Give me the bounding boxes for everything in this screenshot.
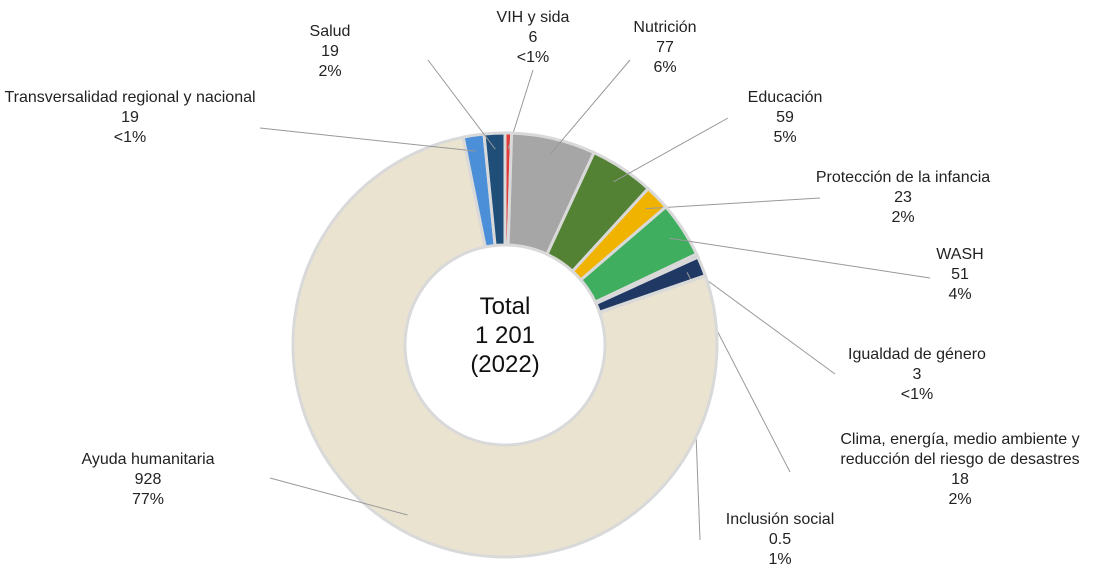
percent-label: <1% <box>516 49 550 66</box>
center-label: Total 1 201 (2022) <box>470 292 539 379</box>
category-label: Transversalidad regional y nacional <box>4 89 256 106</box>
slice-label: Protección de la infancia 23 2% <box>783 168 1023 228</box>
leader-line <box>259 127 476 152</box>
percent-label: 2% <box>891 209 915 226</box>
value-label: 6 <box>528 29 538 46</box>
category-label: Educación <box>747 89 823 106</box>
slice-label: WASH 51 4% <box>910 245 1010 305</box>
value-label: 59 <box>776 109 794 126</box>
slice-label: Transversalidad regional y nacional 19 <1% <box>0 88 265 148</box>
donut-slice <box>291 135 719 559</box>
slice-label: Inclusión social 0.5 1% <box>700 510 860 570</box>
percent-label: 2% <box>948 491 972 508</box>
center-line: (2022) <box>470 351 540 378</box>
leader-line <box>645 197 821 210</box>
percent-label: 5% <box>773 129 797 146</box>
category-label: Inclusión social <box>725 511 835 528</box>
slice-label: Nutrición 77 6% <box>605 18 725 78</box>
percent-label: 2% <box>318 63 342 80</box>
slice-label: Educación 59 5% <box>725 88 845 148</box>
value-label: 19 <box>121 109 139 126</box>
value-label: 0.5 <box>768 531 792 548</box>
category-label: WASH <box>936 246 984 263</box>
value-label: 23 <box>894 189 912 206</box>
category-label: VIH y sida <box>496 9 570 26</box>
value-label: 18 <box>951 471 969 488</box>
category-label: Clima, energía, medio ambiente y reducci… <box>840 431 1080 468</box>
percent-label: 77% <box>131 491 165 508</box>
percent-label: <1% <box>113 129 147 146</box>
category-label: Ayuda humanitaria <box>81 451 215 468</box>
percent-label: <1% <box>900 386 934 403</box>
value-label: 51 <box>951 266 969 283</box>
slice-label: Salud 19 2% <box>280 22 380 82</box>
value-label: 77 <box>656 39 674 56</box>
slice-label: Igualdad de género 3 <1% <box>837 345 997 405</box>
percent-label: 1% <box>768 551 792 568</box>
category-label: Protección de la infancia <box>815 169 991 186</box>
percent-label: 4% <box>948 286 972 303</box>
slice-label: Clima, energía, medio ambiente y reducci… <box>810 430 1106 510</box>
center-line: Total <box>479 293 531 320</box>
slice-label: Ayuda humanitaria 928 77% <box>48 450 248 510</box>
donut-slice <box>482 131 507 248</box>
value-label: 19 <box>321 43 339 60</box>
category-label: Nutrición <box>633 19 697 36</box>
category-label: Igualdad de género <box>848 346 986 363</box>
leader-line <box>549 59 631 155</box>
value-label: 3 <box>912 366 922 383</box>
percent-label: 6% <box>653 59 677 76</box>
category-label: Salud <box>309 23 351 40</box>
center-line: 1 201 <box>474 322 536 349</box>
leader-line <box>269 477 408 516</box>
leader-line <box>427 59 496 150</box>
value-label: 928 <box>134 471 162 488</box>
leader-line <box>669 237 931 279</box>
leader-line <box>613 117 729 183</box>
slice-label: VIH y sida 6 <1% <box>473 8 593 68</box>
